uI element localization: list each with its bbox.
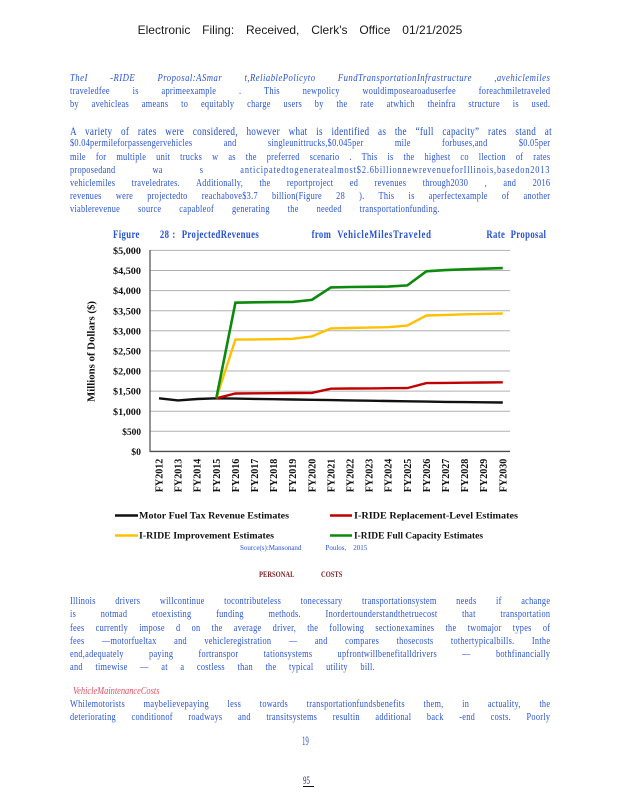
- svg-text:I-RIDE Improvement Estimates: I-RIDE Improvement Estimates: [139, 530, 275, 540]
- svg-text:$4,000: $4,000: [113, 286, 141, 297]
- svg-text:FY2014: FY2014: [193, 459, 204, 493]
- svg-text:FY2022: FY2022: [346, 459, 357, 493]
- svg-text:$3,500: $3,500: [113, 306, 141, 317]
- svg-text:FY2025: FY2025: [403, 459, 414, 493]
- svg-text:FY2029: FY2029: [479, 459, 490, 493]
- svg-text:$500: $500: [122, 427, 141, 438]
- svg-text:FY2027: FY2027: [441, 459, 452, 493]
- svg-text:FY2028: FY2028: [460, 459, 471, 493]
- svg-text:$5,000: $5,000: [113, 246, 141, 257]
- svg-text:FY2019: FY2019: [288, 459, 299, 493]
- svg-text:FY2026: FY2026: [422, 459, 433, 493]
- svg-text:$1,000: $1,000: [113, 407, 141, 418]
- svg-text:I-RIDE Full Capacity Estimates: I-RIDE Full Capacity Estimates: [354, 530, 484, 540]
- svg-text:I-RIDE Replacement-Level Estim: I-RIDE Replacement-Level Estimates: [354, 510, 519, 520]
- svg-text:$0: $0: [131, 447, 141, 458]
- svg-text:FY2017: FY2017: [250, 459, 261, 493]
- svg-text:Motor Fuel Tax Revenue Estimat: Motor Fuel Tax Revenue Estimates: [139, 510, 290, 520]
- svg-text:$2,500: $2,500: [113, 347, 141, 358]
- svg-text:$1,500: $1,500: [113, 387, 141, 398]
- svg-text:FY2024: FY2024: [384, 459, 395, 493]
- svg-text:Millions of Dollars ($): Millions of Dollars ($): [87, 300, 98, 402]
- svg-text:$4,500: $4,500: [113, 266, 141, 277]
- svg-text:FY2018: FY2018: [269, 459, 280, 493]
- svg-text:FY2020: FY2020: [307, 459, 318, 493]
- svg-text:FY2030: FY2030: [498, 459, 509, 493]
- svg-text:FY2021: FY2021: [326, 459, 337, 493]
- svg-text:FY2015: FY2015: [212, 459, 223, 493]
- svg-text:FY2023: FY2023: [365, 459, 376, 493]
- svg-text:FY2013: FY2013: [174, 459, 185, 493]
- svg-text:$3,000: $3,000: [113, 326, 141, 337]
- svg-text:FY2012: FY2012: [155, 459, 166, 493]
- svg-text:FY2016: FY2016: [231, 459, 242, 493]
- svg-text:$2,000: $2,000: [113, 367, 141, 378]
